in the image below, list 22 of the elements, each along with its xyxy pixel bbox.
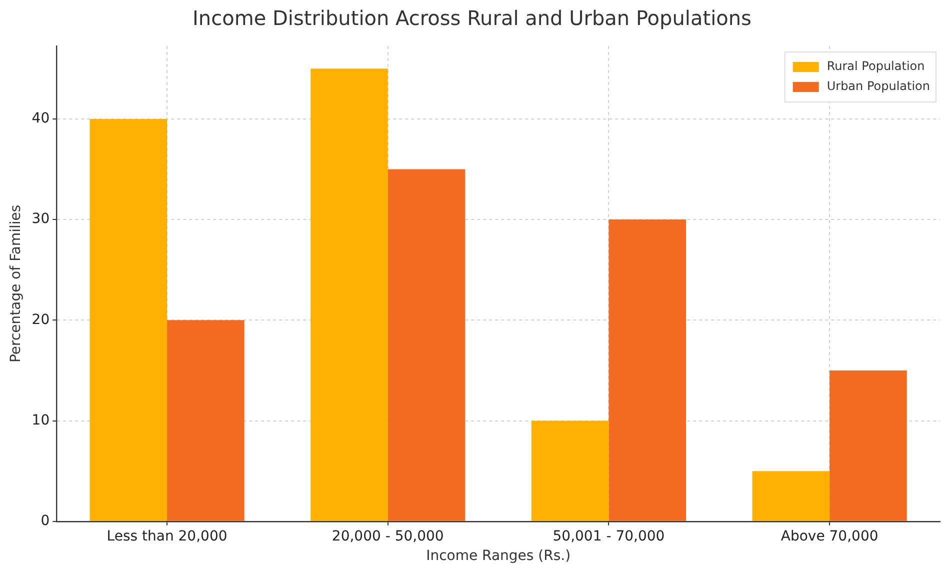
y-tick-label: 0 <box>40 513 50 530</box>
y-axis-title: Percentage of Families <box>8 204 24 363</box>
x-tick-label: Less than 20,000 <box>106 528 228 544</box>
x-tick-label: 20,000 - 50,000 <box>332 528 444 544</box>
x-tick-label: 50,001 - 70,000 <box>552 528 665 544</box>
legend-label: Rural Population <box>826 59 925 74</box>
bar <box>608 220 686 521</box>
chart-title: Income Distribution Across Rural and Urban Populations <box>192 6 752 30</box>
legend-label: Urban Population <box>826 79 930 94</box>
bar <box>167 320 244 521</box>
bar <box>90 118 168 521</box>
x-tick-label: Above 70,000 <box>780 528 878 544</box>
bar <box>531 420 609 521</box>
bar <box>752 471 830 521</box>
y-tick-label: 20 <box>32 312 50 328</box>
y-tick-label: 30 <box>32 211 50 228</box>
bar <box>388 169 466 521</box>
y-tick-label: 40 <box>32 110 50 127</box>
bar <box>310 68 388 521</box>
x-axis-title: Income Ranges (Rs.) <box>426 548 571 564</box>
bar <box>830 370 907 521</box>
y-tick-label: 10 <box>32 412 50 428</box>
